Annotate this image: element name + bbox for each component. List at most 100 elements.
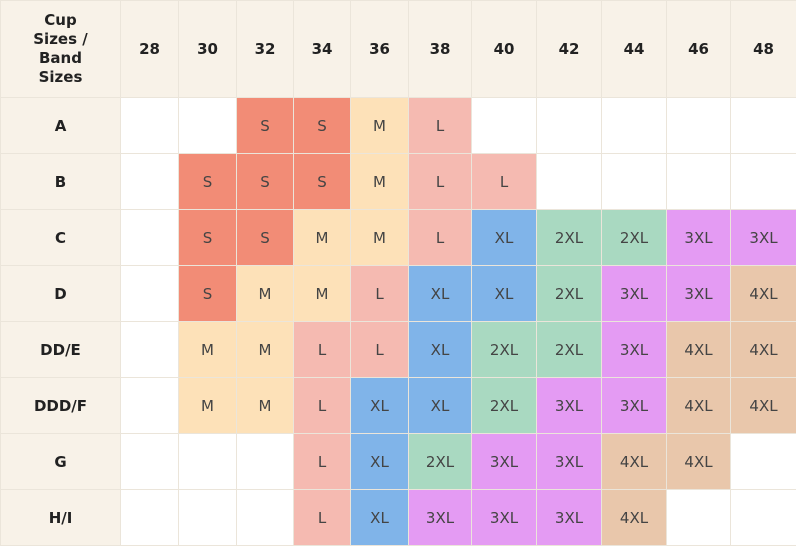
- size-cell: 2XL: [536, 265, 602, 322]
- size-cell: S: [178, 265, 237, 322]
- cup-size: B: [0, 153, 121, 210]
- size-cell: 3XL: [666, 265, 731, 322]
- size-cell: M: [236, 321, 294, 378]
- size-cell: [120, 97, 179, 154]
- header-text: 38: [429, 40, 451, 58]
- size-cell: XL: [350, 489, 409, 546]
- size-cell: [120, 209, 179, 266]
- band-size-header: 40: [471, 0, 537, 98]
- size-cell: [730, 489, 796, 546]
- size-cell: S: [178, 153, 237, 210]
- size-cell: [120, 377, 179, 434]
- size-cell: [178, 489, 237, 546]
- size-cell: XL: [350, 377, 409, 434]
- size-cell: 4XL: [666, 377, 731, 434]
- size-cell: 2XL: [408, 433, 472, 490]
- cup-size: DDD/F: [0, 377, 121, 434]
- size-cell: S: [236, 153, 294, 210]
- cup-row: DD/E M M L L XL 2XL 2XL 3XL 4XL 4XL: [0, 321, 796, 378]
- size-cell: 2XL: [471, 321, 537, 378]
- size-cell: 4XL: [601, 433, 667, 490]
- size-cell: S: [236, 97, 294, 154]
- size-cell: 3XL: [471, 489, 537, 546]
- size-cell: S: [178, 209, 237, 266]
- size-cell: L: [350, 265, 409, 322]
- size-cell: M: [293, 209, 351, 266]
- size-cell: [120, 433, 179, 490]
- size-cell: M: [350, 153, 409, 210]
- size-cell: XL: [408, 377, 472, 434]
- header-text: 30: [197, 40, 218, 58]
- cup-size: A: [0, 97, 121, 154]
- size-cell: 3XL: [471, 433, 537, 490]
- size-cell: M: [178, 321, 237, 378]
- size-cell: 4XL: [666, 321, 731, 378]
- cup-size: G: [0, 433, 121, 490]
- size-cell: 4XL: [666, 433, 731, 490]
- size-cell: L: [350, 321, 409, 378]
- band-size-header: 38: [408, 0, 472, 98]
- size-cell: [120, 265, 179, 322]
- size-cell: 3XL: [408, 489, 472, 546]
- size-cell: L: [408, 209, 472, 266]
- size-cell: M: [236, 377, 294, 434]
- size-cell: 4XL: [730, 321, 796, 378]
- header-text: 42: [558, 40, 580, 58]
- cup-row: DDD/F M M L XL XL 2XL 3XL 3XL 4XL 4XL: [0, 377, 796, 434]
- corner-header: Cup Sizes / Band Sizes: [0, 0, 121, 98]
- size-cell: 3XL: [730, 209, 796, 266]
- size-cell: 3XL: [536, 489, 602, 546]
- cup-row: D S M M L XL XL 2XL 3XL 3XL 4XL: [0, 265, 796, 322]
- size-cell: [536, 97, 602, 154]
- band-size-header: 28: [120, 0, 179, 98]
- size-cell: XL: [471, 265, 537, 322]
- size-cell: M: [293, 265, 351, 322]
- size-cell: [601, 97, 667, 154]
- size-cell: [666, 489, 731, 546]
- size-cell: L: [293, 321, 351, 378]
- cup-row: G L XL 2XL 3XL 3XL 4XL 4XL: [0, 433, 796, 490]
- size-cell: M: [236, 265, 294, 322]
- size-cell: 3XL: [666, 209, 731, 266]
- size-cell: [601, 153, 667, 210]
- header-text: 36: [369, 40, 390, 58]
- size-cell: [666, 153, 731, 210]
- header-text: 48: [753, 40, 774, 58]
- header-text: Cup Sizes / Band Sizes: [33, 11, 88, 86]
- size-cell: [730, 97, 796, 154]
- size-cell: [178, 97, 237, 154]
- size-cell: XL: [408, 321, 472, 378]
- size-cell: 3XL: [601, 265, 667, 322]
- size-cell: M: [350, 209, 409, 266]
- size-cell: [471, 97, 537, 154]
- size-cell: 4XL: [730, 265, 796, 322]
- size-cell: XL: [471, 209, 537, 266]
- size-cell: L: [408, 97, 472, 154]
- cup-row: H/I L XL 3XL 3XL 3XL 4XL: [0, 489, 796, 546]
- band-size-header: 44: [601, 0, 667, 98]
- band-size-header: 34: [293, 0, 351, 98]
- header-text: 44: [623, 40, 645, 58]
- size-cell: 3XL: [601, 321, 667, 378]
- size-cell: M: [350, 97, 409, 154]
- size-cell: [178, 433, 237, 490]
- header-text: 28: [139, 40, 160, 58]
- cup-size: D: [0, 265, 121, 322]
- size-cell: 4XL: [730, 377, 796, 434]
- size-cell: 2XL: [536, 209, 602, 266]
- cup-size: H/I: [0, 489, 121, 546]
- size-cell: [236, 433, 294, 490]
- band-size-header: 48: [730, 0, 796, 98]
- size-cell: [120, 321, 179, 378]
- size-cell: [120, 153, 179, 210]
- cup-size: C: [0, 209, 121, 266]
- size-cell: 2XL: [536, 321, 602, 378]
- size-cell: XL: [350, 433, 409, 490]
- size-cell: 2XL: [471, 377, 537, 434]
- size-cell: [666, 97, 731, 154]
- size-cell: 3XL: [536, 377, 602, 434]
- size-cell: [536, 153, 602, 210]
